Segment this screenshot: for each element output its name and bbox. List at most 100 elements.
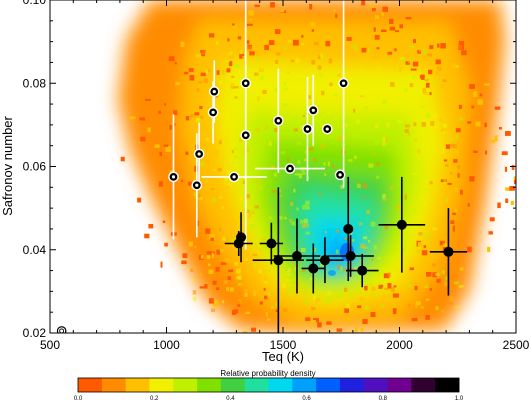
- density-speckle-cell: [421, 122, 426, 127]
- density-speckle-cell: [294, 278, 298, 281]
- density-speckle-cell: [360, 328, 364, 332]
- density-speckle-cell: [355, 326, 358, 333]
- density-speckle-cell: [394, 48, 397, 52]
- density-speckle-cell: [270, 2, 275, 8]
- density-speckle-cell: [190, 217, 193, 220]
- density-speckle-cell: [280, 151, 285, 154]
- density-speckle-cell: [313, 318, 319, 323]
- density-speckle-cell: [219, 227, 222, 232]
- density-speckle-cell: [226, 68, 231, 73]
- density-speckle-cell: [417, 242, 423, 247]
- colorbar-segment: [220, 378, 246, 392]
- density-speckle-cell: [328, 294, 333, 300]
- density-speckle-cell: [385, 137, 389, 143]
- density-speckle-cell: [224, 177, 229, 181]
- density-speckle-cell: [435, 273, 440, 276]
- density-speckle-cell: [270, 165, 275, 168]
- y-axis-label: Safronov number: [0, 115, 15, 215]
- density-speckle-cell: [362, 236, 368, 240]
- density-speckle-cell: [360, 243, 366, 249]
- density-speckle-cell: [361, 47, 367, 53]
- density-speckle-cell: [375, 14, 380, 20]
- density-speckle-cell: [159, 151, 162, 156]
- density-speckle-cell: [399, 57, 405, 60]
- density-speckle-cell: [473, 91, 478, 97]
- density-speckle-cell: [423, 91, 428, 95]
- density-speckle-cell: [291, 263, 294, 269]
- density-speckle-cell: [475, 121, 481, 127]
- density-speckle-cell: [409, 83, 414, 88]
- density-speckle-cell: [268, 40, 275, 45]
- density-speckle-cell: [410, 68, 417, 71]
- density-speckle-cell: [154, 144, 160, 148]
- density-speckle-cell: [450, 220, 455, 224]
- density-speckle-cell: [390, 186, 394, 190]
- density-speckle-cell: [244, 289, 248, 295]
- density-speckle-cell: [144, 233, 150, 239]
- density-speckle-cell: [259, 68, 264, 73]
- density-speckle-cell: [251, 327, 256, 332]
- density-speckle-cell: [199, 196, 203, 200]
- density-speckle-cell: [304, 223, 309, 228]
- density-speckle-cell: [231, 24, 237, 30]
- density-speckle-cell: [373, 152, 376, 156]
- density-speckle-cell: [283, 87, 288, 91]
- density-speckle-cell: [421, 250, 428, 256]
- density-speckle-cell: [288, 40, 292, 43]
- density-speckle-cell: [441, 309, 445, 313]
- density-speckle-cell: [300, 125, 303, 130]
- density-speckle-cell: [408, 303, 411, 307]
- density-speckle-cell: [243, 153, 246, 156]
- density-speckle-cell: [335, 294, 340, 299]
- density-speckle-cell: [319, 263, 325, 267]
- density-speckle-cell: [328, 58, 333, 64]
- density-speckle-cell: [497, 202, 501, 209]
- density-speckle-cell: [162, 220, 166, 223]
- density-speckle-cell: [310, 320, 316, 323]
- x-axis-label: Teq (K): [262, 349, 304, 364]
- density-speckle-cell: [359, 296, 364, 302]
- density-speckle-cell: [447, 182, 452, 185]
- density-speckle-cell: [364, 306, 369, 310]
- open-circle-point-core: [244, 81, 248, 85]
- density-speckle-cell: [261, 243, 267, 248]
- colorbar-title: Relative probability density: [220, 369, 315, 378]
- density-speckle-cell: [396, 205, 401, 210]
- density-speckle-cell: [368, 240, 371, 243]
- density-speckle-cell: [362, 82, 367, 87]
- density-speckle-cell: [404, 128, 409, 133]
- density-speckle-cell: [191, 73, 198, 76]
- density-speckle-cell: [381, 29, 387, 32]
- density-speckle-cell: [212, 197, 216, 203]
- density-speckle-cell: [414, 285, 418, 291]
- density-speckle-cell: [311, 29, 314, 32]
- density-speckle-cell: [226, 287, 230, 291]
- density-speckle-cell: [484, 83, 490, 86]
- open-circle-point-core: [311, 108, 315, 112]
- density-speckle-cell: [382, 141, 385, 146]
- density-speckle-cell: [245, 270, 250, 273]
- density-speckle-cell: [348, 281, 351, 284]
- density-speckle-cell: [336, 328, 343, 332]
- density-speckle-cell: [180, 41, 185, 47]
- density-speckle-cell: [234, 96, 238, 99]
- density-speckle-cell: [409, 267, 414, 271]
- density-speckle-cell: [381, 287, 386, 292]
- density-speckle-cell: [313, 158, 317, 162]
- density-speckle-cell: [445, 197, 448, 203]
- density-speckle-cell: [263, 51, 268, 56]
- open-circle-point-core: [244, 133, 248, 137]
- density-speckle-cell: [309, 131, 313, 135]
- density-speckle-cell: [424, 179, 429, 183]
- density-speckle-cell: [173, 110, 178, 116]
- density-speckle-cell: [337, 136, 343, 141]
- density-speckle-cell: [438, 67, 441, 70]
- density-speckle-cell: [257, 96, 260, 101]
- density-speckle-cell: [137, 197, 142, 203]
- density-speckle-cell: [258, 185, 263, 190]
- density-speckle-cell: [208, 269, 214, 274]
- density-speckle-cell: [216, 287, 220, 290]
- x-axis-ticks: 500 1000 1500 2000 2500: [40, 0, 530, 352]
- density-speckle-cell: [425, 113, 431, 118]
